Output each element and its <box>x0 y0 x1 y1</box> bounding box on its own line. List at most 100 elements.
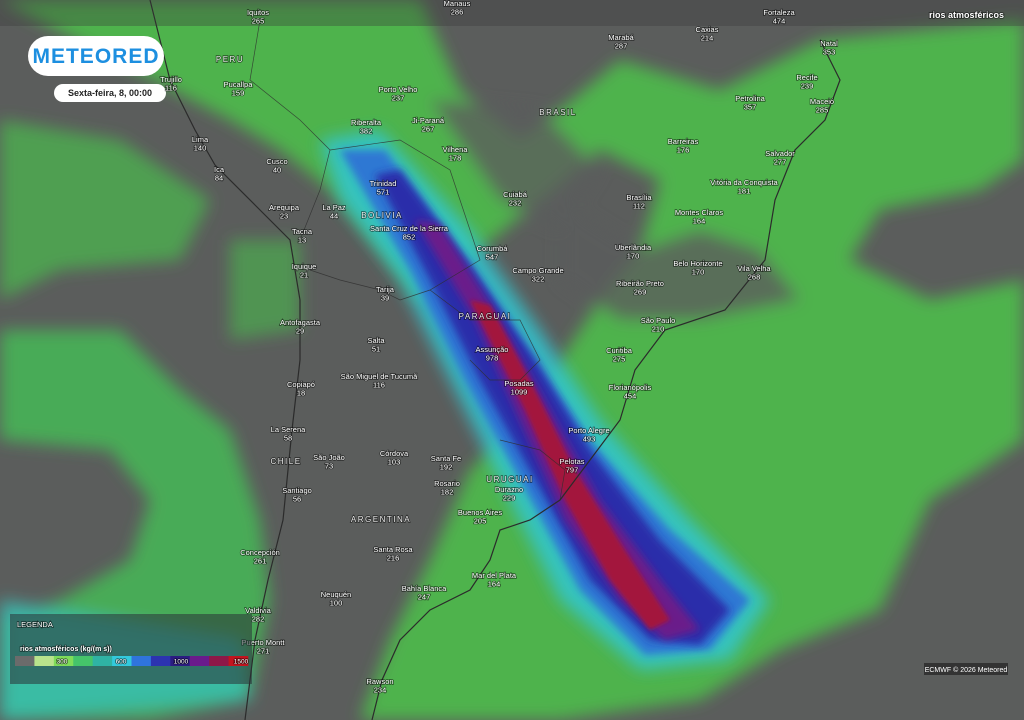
city-name: Vilhena <box>443 145 469 154</box>
city-value: 29 <box>296 327 304 336</box>
city-value: 181 <box>738 187 751 196</box>
city-name: Florianópolis <box>609 383 652 392</box>
city-value: 353 <box>823 48 836 57</box>
city-value: 100 <box>330 599 343 608</box>
city-value: 797 <box>566 466 579 475</box>
city-name: Antofagasta <box>280 318 321 327</box>
city-name: Maceió <box>810 97 834 106</box>
city-value: 237 <box>392 94 405 103</box>
city-value: 268 <box>748 273 761 282</box>
city-name: Lima <box>192 135 209 144</box>
city-name: Porto Alegre <box>568 426 609 435</box>
city-value: 116 <box>165 84 177 93</box>
coastline <box>149 0 841 720</box>
legend-tick: 600 <box>116 659 127 666</box>
legend-swatch <box>92 656 113 666</box>
city-name: Posadas <box>504 379 533 388</box>
city-value: 265 <box>252 17 265 26</box>
city-name: Rosario <box>434 479 460 488</box>
legend-swatch <box>189 656 210 666</box>
city-value: 116 <box>373 381 385 390</box>
city-name: Santa Fe <box>431 454 461 463</box>
logo: METEORED <box>32 45 159 68</box>
legend-tick: 1000 <box>174 659 189 666</box>
city-value: 474 <box>773 17 786 26</box>
city-name: Belo Horizonte <box>673 259 722 268</box>
labels: PERU BRASIL BOLIVIA PARAGUAI CHILE URUGUAI ARG… <box>159 0 839 695</box>
city-value: 23 <box>280 212 288 221</box>
city-name: Valdivia <box>245 606 272 615</box>
city-value: 1099 <box>511 388 528 397</box>
city-name: Ribeirão Preto <box>616 279 664 288</box>
city-value: 51 <box>372 345 380 354</box>
city-name: La Paz <box>322 203 346 212</box>
city-name: Bahía Blanca <box>402 584 447 593</box>
city-name: Santa Cruz de la Sierra <box>370 224 449 233</box>
city-value: 210 <box>652 325 665 334</box>
city-name: Neuquén <box>321 590 351 599</box>
city-name: Cuiabá <box>503 190 528 199</box>
top-bar <box>0 0 1024 26</box>
country-label: PARAGUAI <box>459 312 512 321</box>
city-value: 234 <box>374 686 387 695</box>
city-name: Caxias <box>696 25 719 34</box>
city-value: 56 <box>293 495 301 504</box>
city-name: Recife <box>796 73 817 82</box>
credit: ECMWF © 2026 Meteored <box>925 666 1008 674</box>
city-name: Cusco <box>266 157 287 166</box>
city-value: 322 <box>532 275 545 284</box>
city-name: Durazno <box>495 485 523 494</box>
city-value: 58 <box>284 434 292 443</box>
city-value: 40 <box>273 166 281 175</box>
city-value: 271 <box>257 647 270 656</box>
city-value: 73 <box>325 462 333 471</box>
city-name: Uberlândia <box>615 243 652 252</box>
city-name: Copiapó <box>287 380 315 389</box>
legend-tick: 1500 <box>234 659 249 666</box>
city-name: Barreiras <box>668 137 699 146</box>
city-value: 267 <box>422 125 435 134</box>
city-name: Porto Velho <box>379 85 418 94</box>
country-label: PERU <box>216 55 244 64</box>
country-label: BOLIVIA <box>361 211 403 220</box>
city-value: 39 <box>381 294 389 303</box>
city-value: 214 <box>701 34 714 43</box>
city-name: Assunção <box>476 345 509 354</box>
legend-swatch <box>73 656 93 666</box>
legend-swatch <box>131 656 152 666</box>
city-name: Marabá <box>608 33 634 42</box>
legend-title: LEGENDA <box>17 620 53 629</box>
city-value: 282 <box>252 615 265 624</box>
borders <box>249 19 566 501</box>
city-value: 261 <box>254 557 267 566</box>
city-value: 454 <box>624 392 637 401</box>
city-name: Curitiba <box>606 346 633 355</box>
legend-swatch <box>170 656 191 666</box>
city-name: Iquitos <box>247 8 269 17</box>
legend-swatch <box>209 656 229 666</box>
city-name: Iquique <box>292 262 317 271</box>
city-name: Concepción <box>240 548 280 557</box>
city-name: Trinidad <box>370 179 397 188</box>
legend-label: rios atmosféricos (kg/(m s)) <box>20 646 112 653</box>
city-value: 192 <box>440 463 453 472</box>
city-value: 239 <box>801 82 814 91</box>
country-label: URUGUAI <box>486 475 533 484</box>
legend-swatch <box>150 656 171 666</box>
legend: LEGENDA rios atmosféricos (kg/(m s)) 300… <box>10 614 252 684</box>
city-value: 286 <box>451 8 464 17</box>
city-name: Ji-Paraná <box>412 116 445 125</box>
city-value: 287 <box>615 42 628 51</box>
city-name: São Paulo <box>641 316 676 325</box>
city-name: Corumbá <box>477 244 509 253</box>
city-value: 269 <box>634 288 647 297</box>
city-name: Buenos Aires <box>458 508 502 517</box>
city-value: 277 <box>774 158 787 167</box>
city-value: 164 <box>488 580 501 589</box>
logo-box <box>28 36 164 76</box>
city-name: Montes Claros <box>675 208 724 217</box>
city-value: 493 <box>583 435 596 444</box>
city-name: Arequipa <box>269 203 300 212</box>
city-name: Pelotas <box>559 457 584 466</box>
